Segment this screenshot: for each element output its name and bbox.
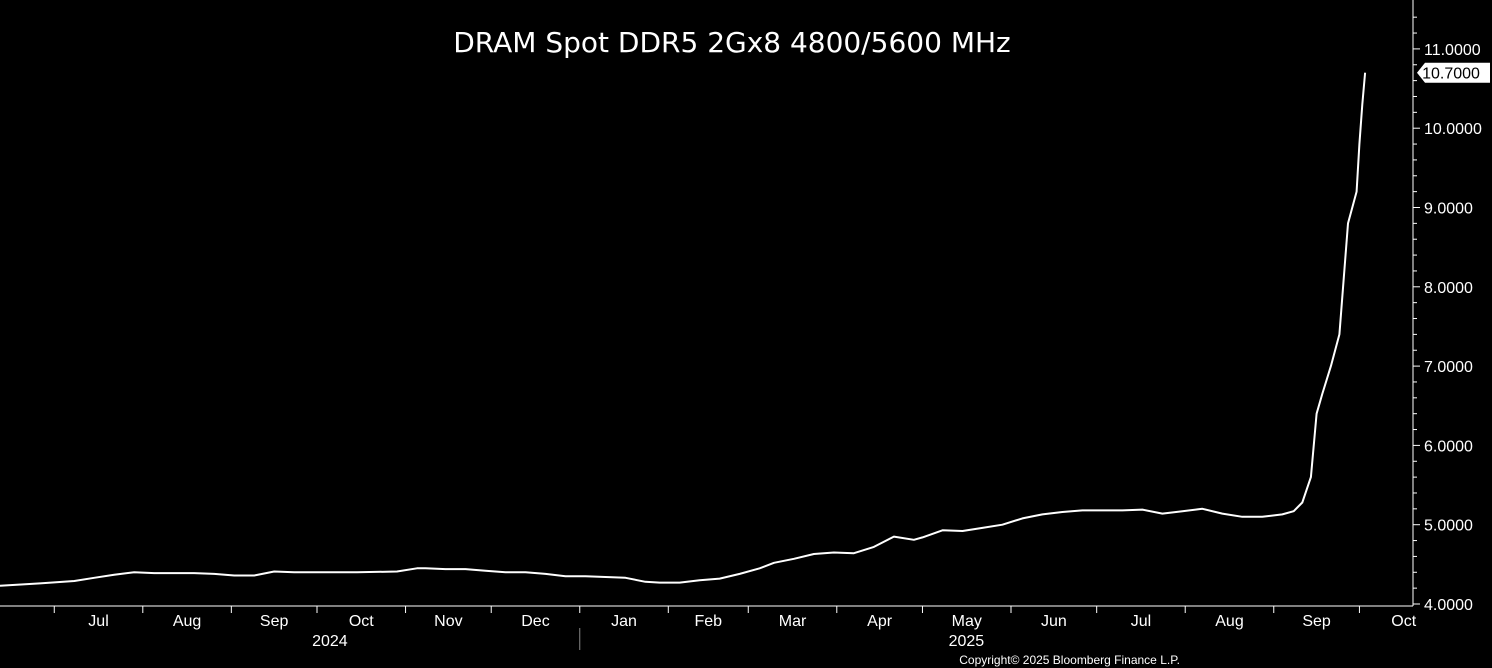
x-month-label: Dec — [521, 613, 549, 630]
x-month-label: Aug — [1215, 613, 1243, 630]
x-month-label: Oct — [1391, 613, 1416, 630]
x-month-label: Aug — [173, 613, 201, 630]
x-axis: Jul Aug Sep Oct Nov Dec Jan Feb Mar Apr May Jun Jul A… — [0, 605, 1417, 650]
x-month-label: Sep — [1302, 613, 1331, 630]
x-month-label: Jan — [611, 613, 637, 630]
y-tick-label: 5.0000 — [1424, 518, 1473, 535]
x-month-label: Jul — [88, 613, 108, 630]
x-month-label: Feb — [694, 613, 722, 630]
x-month-label: Jul — [1131, 613, 1151, 630]
year-label-2025: 2025 — [949, 633, 985, 650]
last-value-label: 10.7000 — [1417, 62, 1490, 83]
x-month-label: Oct — [349, 613, 374, 630]
y-tick-label: 6.0000 — [1424, 438, 1473, 455]
y-tick-label: 11.0000 — [1424, 42, 1481, 59]
last-value-marker — [1417, 62, 1490, 83]
y-tick-label: 4.0000 — [1424, 597, 1473, 614]
series-line — [0, 72, 1367, 587]
x-month-label: Nov — [434, 613, 462, 630]
x-month-label: Sep — [260, 613, 289, 630]
y-tick-label: 7.0000 — [1424, 359, 1473, 376]
chart-title: DRAM Spot DDR5 2Gx8 4800/5600 MHz — [453, 26, 1011, 59]
y-tick-label: 9.0000 — [1424, 201, 1473, 218]
last-value-text: 10.7000 — [1422, 66, 1480, 83]
y-tick-label: 10.0000 — [1424, 121, 1482, 138]
x-month-label: Apr — [867, 613, 893, 630]
copyright-text: Copyright© 2025 Bloomberg Finance L.P. — [959, 653, 1180, 667]
x-month-label: Jun — [1041, 613, 1067, 630]
x-month-label: May — [952, 613, 982, 630]
y-axis: 4.0000 5.0000 6.0000 7.0000 8.0000 9.0000 10.0… — [1412, 0, 1482, 614]
x-month-label: Mar — [779, 613, 807, 630]
plot-area — [0, 72, 1367, 587]
y-tick-label: 8.0000 — [1424, 280, 1473, 297]
year-label-2024: 2024 — [312, 633, 348, 650]
